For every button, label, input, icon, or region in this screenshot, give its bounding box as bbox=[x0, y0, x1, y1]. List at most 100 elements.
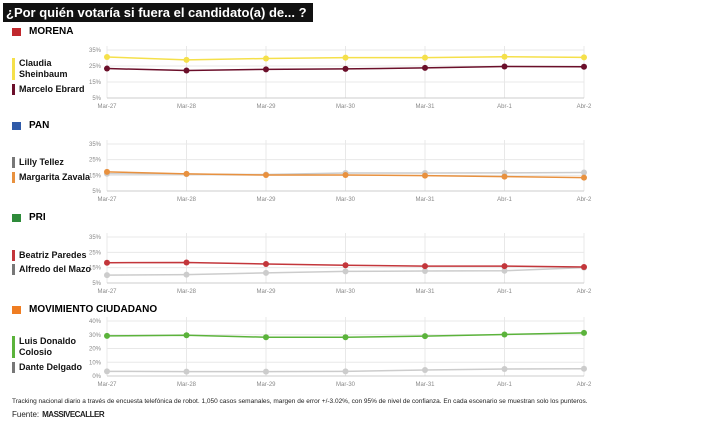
page-title: ¿Por quién votaría si fuera el candidato… bbox=[3, 3, 313, 22]
x-tick-label: Mar-28 bbox=[177, 197, 197, 203]
data-point bbox=[104, 368, 110, 375]
data-point bbox=[104, 332, 110, 339]
data-point bbox=[422, 268, 428, 275]
data-point bbox=[342, 65, 349, 72]
data-point bbox=[422, 366, 428, 373]
data-point bbox=[422, 263, 428, 270]
data-point bbox=[183, 170, 190, 177]
x-tick-label: Mar-31 bbox=[415, 197, 435, 203]
data-point bbox=[342, 268, 349, 275]
data-point bbox=[263, 55, 269, 62]
party-logo-icon bbox=[12, 305, 21, 314]
data-point bbox=[183, 368, 190, 375]
y-tick-label: 40% bbox=[89, 319, 102, 325]
party-header: PRI bbox=[12, 212, 46, 223]
x-tick-label: Mar-29 bbox=[256, 104, 276, 110]
party-name: PAN bbox=[29, 120, 50, 131]
party-name: PRI bbox=[29, 212, 46, 223]
y-tick-label: 15% bbox=[89, 173, 102, 179]
x-tick-label: Mar-31 bbox=[415, 104, 435, 110]
footer-source: Fuente: MASSIVECALLER bbox=[12, 410, 105, 419]
x-tick-label: Abr-1 bbox=[497, 104, 512, 110]
source-label: Fuente: bbox=[12, 410, 40, 419]
y-tick-label: 35% bbox=[89, 48, 102, 54]
y-tick-label: 25% bbox=[89, 158, 102, 164]
x-tick-label: Abr-2 bbox=[577, 289, 592, 295]
y-tick-label: 35% bbox=[89, 235, 102, 241]
x-tick-label: Mar-27 bbox=[97, 104, 117, 110]
x-tick-label: Abr-1 bbox=[497, 382, 512, 388]
data-point bbox=[263, 260, 269, 267]
y-tick-label: 20% bbox=[89, 347, 102, 353]
x-tick-label: Mar-30 bbox=[336, 104, 356, 110]
data-point bbox=[342, 262, 349, 269]
x-tick-label: Abr-2 bbox=[577, 197, 592, 203]
x-tick-label: Mar-29 bbox=[256, 197, 276, 203]
x-tick-label: Mar-27 bbox=[97, 197, 117, 203]
data-point bbox=[581, 54, 587, 61]
x-tick-label: Abr-1 bbox=[497, 289, 512, 295]
data-point bbox=[422, 333, 428, 340]
x-tick-label: Mar-27 bbox=[97, 382, 117, 388]
legend-item: Marcelo Ebrard bbox=[12, 84, 85, 95]
data-point bbox=[501, 63, 508, 70]
y-tick-label: 15% bbox=[89, 80, 102, 86]
data-point bbox=[263, 269, 269, 276]
x-tick-label: Abr-1 bbox=[497, 197, 512, 203]
data-point bbox=[581, 365, 587, 372]
x-tick-label: Mar-31 bbox=[415, 289, 435, 295]
party-header: MOVIMIENTO CIUDADANO bbox=[12, 304, 157, 315]
source-logo: MASSIVECALLER bbox=[42, 410, 105, 419]
data-point bbox=[342, 172, 349, 179]
data-point bbox=[183, 332, 190, 339]
data-point bbox=[342, 334, 349, 341]
legend-item: Alfredo del Mazo bbox=[12, 264, 91, 275]
data-point bbox=[104, 272, 110, 279]
data-point bbox=[183, 259, 190, 266]
x-tick-label: Mar-29 bbox=[256, 289, 276, 295]
party-header: MORENA bbox=[12, 26, 73, 37]
data-point bbox=[263, 368, 269, 375]
x-tick-label: Mar-27 bbox=[97, 289, 117, 295]
y-tick-label: 5% bbox=[92, 281, 101, 287]
data-point bbox=[104, 259, 110, 266]
data-point bbox=[263, 172, 269, 179]
legend-item: Luis Donaldo Colosio bbox=[12, 336, 81, 358]
data-point bbox=[501, 365, 508, 372]
x-tick-label: Mar-30 bbox=[336, 382, 356, 388]
data-point bbox=[422, 172, 428, 179]
x-tick-label: Abr-2 bbox=[577, 104, 592, 110]
party-logo-icon bbox=[12, 27, 21, 36]
x-tick-label: Mar-30 bbox=[336, 289, 356, 295]
y-tick-label: 35% bbox=[89, 142, 102, 148]
data-point bbox=[581, 264, 587, 271]
data-point bbox=[263, 66, 269, 73]
x-tick-label: Mar-28 bbox=[177, 289, 197, 295]
data-point bbox=[501, 53, 508, 60]
data-point bbox=[581, 63, 587, 70]
data-point bbox=[581, 174, 587, 181]
data-point bbox=[501, 331, 508, 338]
party-header: PAN bbox=[12, 120, 49, 131]
data-point bbox=[501, 173, 508, 180]
party-logo-icon bbox=[12, 213, 21, 222]
y-tick-label: 25% bbox=[89, 64, 102, 70]
data-point bbox=[183, 56, 190, 63]
data-point bbox=[183, 67, 190, 74]
legend-item: Claudia Sheinbaum bbox=[12, 58, 81, 80]
x-tick-label: Mar-28 bbox=[177, 382, 197, 388]
x-tick-label: Mar-31 bbox=[415, 382, 435, 388]
y-tick-label: 5% bbox=[92, 189, 101, 195]
data-point bbox=[581, 329, 587, 336]
x-tick-label: Abr-2 bbox=[577, 382, 592, 388]
legend-item: Beatriz Paredes bbox=[12, 250, 87, 261]
data-point bbox=[342, 54, 349, 61]
x-tick-label: Mar-29 bbox=[256, 382, 276, 388]
data-point bbox=[581, 169, 587, 176]
data-point bbox=[422, 54, 428, 61]
x-tick-label: Mar-30 bbox=[336, 197, 356, 203]
legend-item: Margarita Zavala bbox=[12, 172, 90, 183]
data-point bbox=[104, 168, 110, 175]
x-tick-label: Mar-28 bbox=[177, 104, 197, 110]
data-point bbox=[263, 334, 269, 341]
